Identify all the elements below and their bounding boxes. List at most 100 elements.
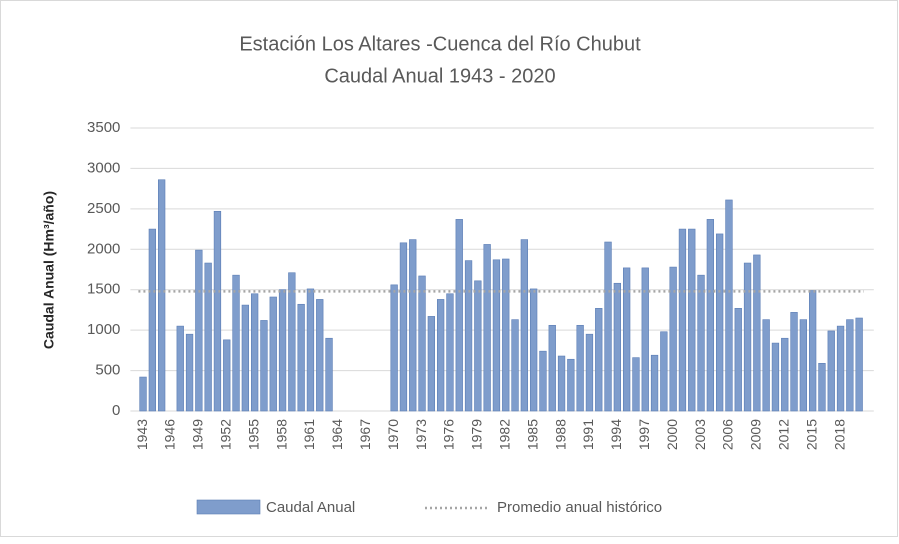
x-tick-label: 1991 xyxy=(580,419,596,450)
bar xyxy=(464,260,473,412)
bar xyxy=(660,331,668,412)
bar xyxy=(213,210,222,412)
bar xyxy=(251,293,259,412)
bar xyxy=(427,316,435,412)
bar xyxy=(520,239,528,412)
bar xyxy=(158,179,166,412)
x-tick-label: 1997 xyxy=(636,419,652,450)
bar xyxy=(771,342,780,412)
y-tick-label: 0 xyxy=(112,402,120,419)
x-tick-label: 2012 xyxy=(775,419,791,450)
bar xyxy=(241,304,249,412)
x-tick-label: 1946 xyxy=(162,419,178,450)
bar xyxy=(297,303,305,412)
bar xyxy=(585,333,594,412)
bar xyxy=(604,241,612,412)
x-tick-label: 1943 xyxy=(134,419,150,450)
x-tick-label: 1961 xyxy=(301,419,317,450)
x-tick-label: 2009 xyxy=(748,419,764,450)
bar xyxy=(855,317,863,412)
bar xyxy=(139,376,147,412)
bar xyxy=(669,266,677,412)
bar xyxy=(641,267,649,412)
bar xyxy=(148,228,156,412)
bar xyxy=(260,320,268,412)
bar xyxy=(613,282,621,412)
y-axis-title: Caudal Anual (Hm³/año) xyxy=(41,191,57,349)
bar xyxy=(809,290,817,412)
bar xyxy=(753,254,761,412)
x-tick-label: 1988 xyxy=(552,419,568,450)
x-tick-label: 2006 xyxy=(720,419,736,450)
chart-title: Estación Los Altares -Cuenca del Río Chu… xyxy=(239,33,641,55)
bar xyxy=(278,289,287,412)
bar xyxy=(418,275,426,412)
bar xyxy=(650,354,659,412)
bar xyxy=(185,333,194,412)
bar xyxy=(743,262,752,412)
bar xyxy=(437,299,445,412)
bar xyxy=(623,267,631,412)
x-tick-label: 2018 xyxy=(831,419,847,450)
bar xyxy=(176,325,184,412)
x-tick-label: 2015 xyxy=(803,419,819,450)
bar xyxy=(725,199,733,412)
bar xyxy=(306,288,315,412)
x-tick-label: 2000 xyxy=(664,419,680,450)
y-tick-label: 500 xyxy=(95,362,120,379)
bar xyxy=(530,288,538,412)
bar xyxy=(557,355,566,412)
x-tick-label: 1994 xyxy=(608,419,624,450)
x-tick-label: 1973 xyxy=(413,419,429,450)
bar xyxy=(316,299,324,412)
bar xyxy=(846,319,854,412)
chart-subtitle: Caudal Anual 1943 - 2020 xyxy=(324,65,555,87)
x-tick-label: 1982 xyxy=(496,419,512,450)
bar xyxy=(781,337,789,412)
bar xyxy=(399,242,408,412)
bar xyxy=(790,312,798,412)
bar xyxy=(409,239,417,412)
y-tick-label: 3500 xyxy=(87,119,120,136)
bar xyxy=(390,284,398,412)
bar xyxy=(288,272,296,412)
bar xyxy=(706,219,714,412)
x-tick-label: 1952 xyxy=(217,419,233,450)
bar xyxy=(595,308,603,412)
bar xyxy=(827,330,835,412)
x-tick-label: 1985 xyxy=(524,419,540,450)
x-tick-label: 1979 xyxy=(469,419,485,450)
bar xyxy=(446,293,454,412)
bar xyxy=(734,308,742,412)
bar xyxy=(678,228,687,412)
bar xyxy=(632,357,640,412)
y-tick-label: 2000 xyxy=(87,240,120,257)
x-tick-label: 1955 xyxy=(245,419,261,450)
y-tick-label: 1500 xyxy=(87,281,120,298)
bar xyxy=(576,324,584,412)
x-tick-label: 1976 xyxy=(441,419,457,450)
bar xyxy=(502,258,510,412)
bar xyxy=(836,325,845,412)
bar xyxy=(195,249,203,412)
y-tick-label: 2500 xyxy=(87,200,120,217)
bar xyxy=(818,362,826,412)
bar xyxy=(232,274,240,412)
x-tick-label: 1970 xyxy=(385,419,401,450)
bar xyxy=(716,233,724,412)
bar xyxy=(269,296,277,412)
bar xyxy=(492,259,501,412)
legend-label: Promedio anual histórico xyxy=(497,499,662,516)
x-tick-label: 1958 xyxy=(273,419,289,450)
y-tick-label: 1000 xyxy=(87,321,120,338)
legend-label: Caudal Anual xyxy=(266,499,355,516)
bar xyxy=(548,324,556,412)
y-tick-label: 3000 xyxy=(87,159,120,176)
x-tick-label: 1967 xyxy=(357,419,373,450)
x-tick-label: 2003 xyxy=(692,419,708,450)
bar xyxy=(688,228,696,412)
legend-swatch xyxy=(196,499,261,515)
bar xyxy=(567,358,575,412)
